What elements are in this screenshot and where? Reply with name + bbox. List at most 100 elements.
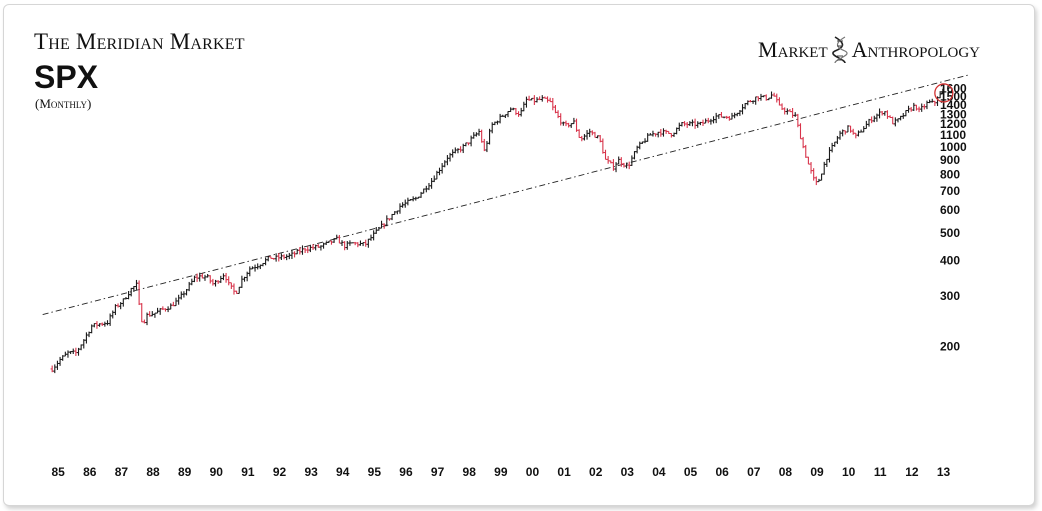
x-tick-label: 04 xyxy=(652,465,666,479)
dna-helix-icon xyxy=(831,36,848,64)
price-bar xyxy=(451,149,455,158)
price-bar xyxy=(551,98,555,111)
price-bar xyxy=(688,121,692,126)
x-tick-label: 00 xyxy=(526,465,540,479)
price-bar xyxy=(532,95,536,105)
price-bar xyxy=(638,141,642,150)
price-bar xyxy=(561,121,565,126)
price-bar xyxy=(440,163,444,174)
trendline xyxy=(42,74,970,315)
price-bar xyxy=(153,312,157,318)
price-bar xyxy=(219,275,223,283)
price-bar xyxy=(622,162,626,168)
price-bar xyxy=(659,128,663,137)
price-bar xyxy=(282,254,286,260)
price-bar xyxy=(211,278,215,286)
price-bar xyxy=(893,117,897,127)
price-bar xyxy=(516,111,521,117)
price-bar xyxy=(480,129,484,143)
price-bar xyxy=(263,257,268,266)
price-bar xyxy=(585,130,589,140)
price-bar xyxy=(287,252,291,260)
price-bar xyxy=(398,203,402,214)
price-bar xyxy=(522,101,526,112)
price-bar xyxy=(448,152,452,162)
brand-left-text: Market xyxy=(758,37,828,62)
price-bar xyxy=(690,119,695,127)
y-tick-label: 200 xyxy=(940,340,960,354)
price-bar xyxy=(514,108,518,116)
price-bar xyxy=(509,107,513,113)
price-bar xyxy=(914,104,919,111)
price-bar xyxy=(224,272,228,283)
price-bar xyxy=(540,95,544,102)
price-bar xyxy=(904,109,908,117)
price-bar xyxy=(877,108,882,119)
price-bar xyxy=(177,294,181,305)
price-bar xyxy=(237,286,241,294)
price-bar xyxy=(66,350,70,358)
price-bar xyxy=(577,129,581,139)
price-bar xyxy=(819,173,824,181)
price-bar xyxy=(203,274,207,281)
price-bar xyxy=(646,133,650,142)
price-bar xyxy=(809,162,813,174)
price-bar xyxy=(53,364,57,374)
price-bar xyxy=(192,275,197,283)
price-bar xyxy=(632,151,637,160)
price-bar xyxy=(775,93,779,103)
y-tick-label: 900 xyxy=(940,153,960,167)
y-tick-label: 800 xyxy=(940,168,960,182)
price-bar xyxy=(851,128,855,135)
price-bar xyxy=(848,125,853,133)
x-tick-label: 99 xyxy=(494,465,508,479)
x-tick-label: 08 xyxy=(779,465,793,479)
price-bar xyxy=(933,100,937,106)
price-bar xyxy=(403,199,407,208)
brand-logo: Market Anthropology xyxy=(758,35,980,65)
x-tick-label: 92 xyxy=(273,465,287,479)
price-bars-group xyxy=(50,88,945,374)
price-bar xyxy=(822,161,826,175)
price-bar xyxy=(485,141,489,153)
price-bar xyxy=(567,122,571,128)
price-bar xyxy=(524,96,529,108)
y-tick-label: 1200 xyxy=(940,117,967,131)
x-tick-label: 01 xyxy=(557,465,571,479)
price-bar xyxy=(329,240,334,245)
x-tick-label: 03 xyxy=(621,465,635,479)
price-bar xyxy=(593,131,597,138)
price-bar xyxy=(498,113,502,124)
x-tick-label: 07 xyxy=(747,465,761,479)
chart-title: SPX xyxy=(34,59,99,95)
chart-plot: 2003004005006007008009001000110012001300… xyxy=(42,74,970,479)
price-bar xyxy=(74,347,78,357)
price-bar xyxy=(885,110,890,119)
price-bar xyxy=(545,96,550,103)
price-bar xyxy=(477,128,481,136)
price-bar xyxy=(617,156,621,165)
price-bar xyxy=(155,307,160,314)
price-bar xyxy=(754,96,758,105)
price-bar xyxy=(116,303,120,308)
price-bar xyxy=(443,160,447,168)
price-bar xyxy=(677,122,681,131)
x-tick-label: 97 xyxy=(431,465,445,479)
x-tick-label: 85 xyxy=(51,465,65,479)
price-bar xyxy=(588,128,592,138)
price-bar xyxy=(740,104,745,115)
price-bar xyxy=(134,279,139,290)
price-bar xyxy=(759,93,763,101)
price-bar xyxy=(727,115,731,121)
price-bar xyxy=(292,251,297,258)
price-bar xyxy=(187,281,191,292)
y-tick-label: 300 xyxy=(940,289,960,303)
price-bar xyxy=(84,332,89,344)
price-bar xyxy=(150,311,154,317)
price-bar xyxy=(709,118,713,125)
price-bar xyxy=(458,146,463,153)
price-bar xyxy=(693,118,697,129)
price-bar xyxy=(253,264,257,272)
x-tick-label: 13 xyxy=(937,465,951,479)
price-bar xyxy=(385,215,389,227)
